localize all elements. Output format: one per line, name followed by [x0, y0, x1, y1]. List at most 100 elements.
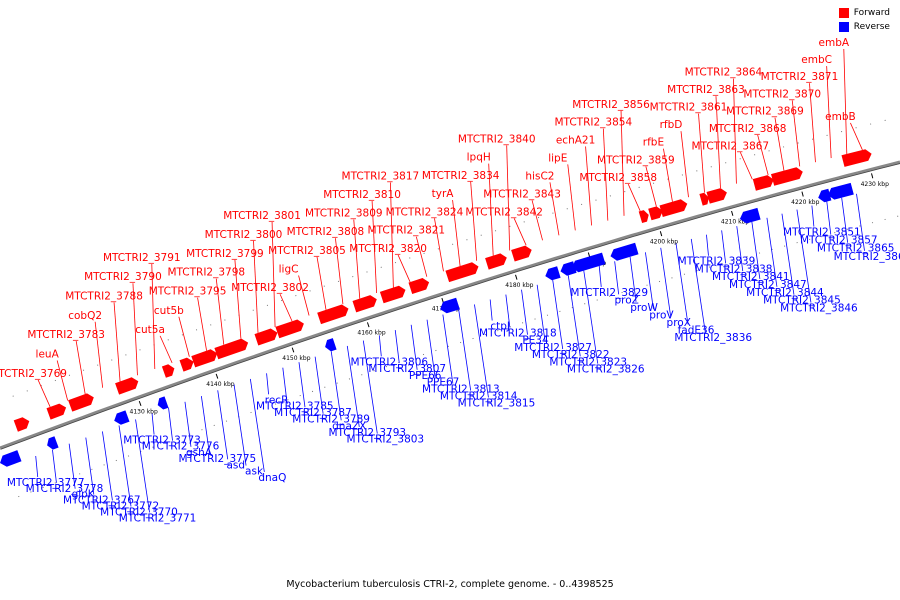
reverse-leader-line	[102, 431, 113, 501]
gene-forward	[379, 285, 406, 304]
reverse-gene-label: proX	[667, 317, 691, 329]
gene-forward	[841, 149, 872, 167]
scale-tick-label: 4230 kbp	[861, 181, 889, 188]
scale-tick-label: 4130 kbp	[130, 408, 158, 415]
gene-reverse	[440, 297, 460, 314]
forward-leader-line	[506, 145, 511, 251]
reverse-gene-label: MTCTRI2_3773	[123, 435, 201, 447]
reverse-gene-label: MTCTRI2_3803	[346, 434, 424, 446]
forward-gene-label: MTCTRI2_3854	[554, 117, 632, 129]
gene-forward	[771, 167, 803, 186]
reverse-gene-label: MTCTRI2_3807	[368, 363, 446, 375]
reverse-gene-label: proV	[649, 309, 674, 321]
forward-leader-line	[470, 181, 478, 261]
forward-leader-line	[37, 379, 51, 408]
forward-gene-label: MTCTRI2_3788	[65, 290, 143, 302]
reverse-leader-line	[426, 319, 436, 377]
reverse-gene-label: MTCTRI2_3770	[100, 506, 178, 518]
forward-gene-label: MTCTRI2_3858	[579, 172, 657, 184]
reverse-leader-line	[536, 284, 546, 342]
forward-gene-label: leuA	[36, 349, 60, 361]
forward-leader-line	[298, 275, 310, 316]
reverse-gene-label: MTCTRI2_3767	[63, 495, 141, 507]
gene-reverse	[572, 252, 606, 273]
reverse-leader-line	[282, 367, 288, 401]
forward-gene-label: MTCTRI2_3834	[422, 170, 500, 182]
reverse-gene-label: MTCTRI2_3787	[274, 407, 352, 419]
forward-leader-line	[197, 297, 207, 351]
forward-gene-label: rfbE	[643, 137, 664, 149]
scale-tick	[515, 274, 518, 280]
forward-leader-line	[132, 283, 138, 376]
forward-leader-line	[549, 182, 560, 236]
forward-leader-line	[843, 48, 848, 154]
forward-gene-label: MTCTRI2_3863	[667, 84, 745, 96]
forward-leader-line	[645, 166, 657, 207]
legend-reverse-swatch	[838, 22, 849, 32]
forward-gene-label: MTCTRI2_3802	[231, 282, 309, 294]
reverse-track-guide	[18, 215, 900, 498]
forward-gene-label: cut5b	[154, 305, 184, 317]
reverse-leader-line	[474, 304, 489, 398]
reverse-gene-label: MTCTRI2_3814	[440, 391, 518, 403]
reverse-leader-line	[675, 243, 689, 325]
forward-leader-line	[715, 96, 721, 189]
forward-leader-line	[663, 148, 673, 202]
forward-gene-label: MTCTRI2_3810	[323, 189, 401, 201]
reverse-leader-line	[614, 261, 620, 295]
gene-forward	[161, 364, 175, 378]
reverse-leader-line	[35, 455, 39, 478]
gene-reverse	[818, 188, 832, 203]
forward-leader-line	[415, 236, 428, 277]
gene-forward	[68, 393, 94, 412]
reverse-leader-line	[200, 395, 210, 454]
gene-forward	[648, 206, 663, 221]
reverse-gene-label: MTCTRI2_3793	[328, 427, 406, 439]
forward-gene-label: MTCTRI2_3869	[726, 106, 804, 118]
scale-tick-label: 4210 kbp	[721, 218, 749, 225]
forward-leader-line	[335, 238, 344, 305]
forward-gene-label: ligC	[279, 263, 299, 275]
forward-leader-line	[850, 122, 863, 151]
reverse-gene-label: fadE36	[678, 324, 715, 336]
reverse-leader-line	[521, 289, 528, 335]
reverse-leader-line	[811, 205, 815, 227]
forward-leader-line	[531, 200, 543, 241]
forward-gene-label: embC	[801, 54, 832, 66]
forward-gene-label: MTCTRI2_3824	[386, 206, 464, 218]
scale-tick	[215, 373, 219, 379]
forward-leader-line	[567, 164, 576, 231]
gene-forward	[511, 245, 532, 262]
reverse-leader-line	[362, 340, 378, 434]
reverse-gene-label: MTCTRI2_3839	[678, 256, 756, 268]
forward-gene-label: embB	[825, 111, 856, 123]
reverse-gene-label: MTCTRI2_3857	[800, 235, 878, 247]
forward-leader-line	[353, 219, 361, 299]
forward-gene-label: hisC2	[525, 170, 554, 182]
scale-tick	[366, 322, 370, 328]
scale-tick	[138, 400, 142, 406]
forward-leader-line	[488, 163, 494, 256]
forward-leader-line	[397, 254, 411, 283]
reverse-leader-line	[298, 362, 306, 408]
reverse-gene-label: gshA	[186, 447, 213, 459]
reverse-gene-label: MTCTRI2_3771	[119, 512, 197, 524]
forward-gene-label: MTCTRI2_3843	[483, 188, 561, 200]
reverse-leader-line	[184, 401, 192, 447]
reverse-leader-line	[346, 345, 360, 427]
reverse-leader-line	[135, 419, 150, 513]
reverse-gene-label: MTCTRI2_3776	[142, 441, 220, 453]
forward-gene-label: MTCTRI2_3820	[349, 243, 427, 255]
forward-gene-label: MTCTRI2_3856	[572, 99, 650, 111]
reverse-leader-line	[85, 437, 95, 495]
forward-gene-label: MTCTRI2_3840	[458, 133, 536, 145]
reverse-leader-line	[706, 234, 709, 256]
forward-gene-label: MTCTRI2_3809	[305, 208, 383, 220]
reverse-gene-label: ask	[245, 466, 264, 478]
gene-forward	[275, 319, 304, 339]
forward-leader-line	[680, 131, 689, 198]
forward-gene-label: MTCTRI2_3864	[685, 67, 763, 79]
forward-leader-line	[602, 128, 609, 221]
reverse-leader-line	[796, 209, 812, 303]
